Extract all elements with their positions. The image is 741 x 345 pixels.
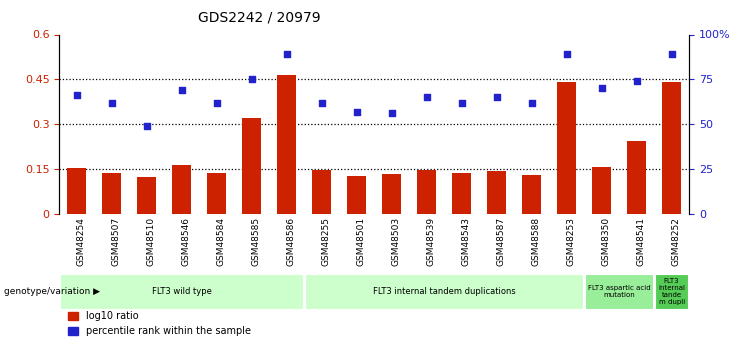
Bar — [655, 274, 688, 309]
Bar — [382, 174, 402, 214]
Point — [561, 51, 573, 57]
Bar — [347, 176, 366, 214]
Text: GSM48587: GSM48587 — [496, 217, 505, 266]
Bar — [172, 165, 191, 214]
Text: GSM48252: GSM48252 — [671, 217, 681, 266]
Point — [246, 77, 258, 82]
Bar — [137, 177, 156, 214]
Point — [631, 78, 642, 84]
Bar — [627, 141, 646, 214]
Text: GSM48546: GSM48546 — [182, 217, 190, 266]
Point — [350, 109, 362, 115]
Point — [176, 87, 187, 93]
Bar — [522, 175, 541, 214]
Point — [210, 100, 222, 106]
Point — [596, 86, 608, 91]
Text: GSM48539: GSM48539 — [427, 217, 436, 266]
Text: GSM48584: GSM48584 — [216, 217, 226, 266]
Text: GDS2242 / 20979: GDS2242 / 20979 — [198, 10, 321, 24]
Text: GSM48254: GSM48254 — [77, 217, 86, 266]
Text: GSM48503: GSM48503 — [392, 217, 401, 266]
Bar — [277, 75, 296, 214]
Bar — [487, 171, 506, 214]
Bar — [60, 274, 303, 309]
Bar — [67, 168, 87, 214]
Text: GSM48350: GSM48350 — [602, 217, 611, 266]
Text: FLT3 wild type: FLT3 wild type — [152, 287, 212, 296]
Point — [665, 51, 677, 57]
Point — [141, 123, 153, 129]
Bar — [102, 172, 122, 214]
Text: GSM48588: GSM48588 — [532, 217, 541, 266]
Bar — [592, 167, 611, 214]
Text: FLT3 internal tandem duplications: FLT3 internal tandem duplications — [373, 287, 516, 296]
Bar — [662, 82, 681, 214]
Text: GSM48501: GSM48501 — [356, 217, 366, 266]
Bar — [452, 172, 471, 214]
Point — [281, 51, 293, 57]
Text: GSM48541: GSM48541 — [637, 217, 645, 266]
Point — [421, 95, 433, 100]
Point — [71, 93, 83, 98]
Text: genotype/variation ▶: genotype/variation ▶ — [4, 287, 100, 296]
Bar — [242, 118, 262, 214]
Bar — [312, 170, 331, 214]
Text: GSM48507: GSM48507 — [112, 217, 121, 266]
Point — [386, 111, 398, 116]
Point — [316, 100, 328, 106]
Point — [456, 100, 468, 106]
Point — [491, 95, 502, 100]
Text: GSM48255: GSM48255 — [322, 217, 330, 266]
Point — [526, 100, 538, 106]
Point — [106, 100, 118, 106]
Bar — [417, 170, 436, 214]
Text: GSM48510: GSM48510 — [147, 217, 156, 266]
Text: GSM48585: GSM48585 — [252, 217, 261, 266]
Text: FLT3
internal
tande
m dupli: FLT3 internal tande m dupli — [658, 278, 685, 305]
Text: GSM48253: GSM48253 — [567, 217, 576, 266]
Bar — [207, 172, 226, 214]
Text: GSM48543: GSM48543 — [462, 217, 471, 266]
Bar — [305, 274, 583, 309]
Legend: log10 ratio, percentile rank within the sample: log10 ratio, percentile rank within the … — [64, 307, 254, 340]
Text: FLT3 aspartic acid
mutation: FLT3 aspartic acid mutation — [588, 285, 651, 298]
Bar — [585, 274, 653, 309]
Bar — [557, 82, 576, 214]
Text: GSM48586: GSM48586 — [287, 217, 296, 266]
